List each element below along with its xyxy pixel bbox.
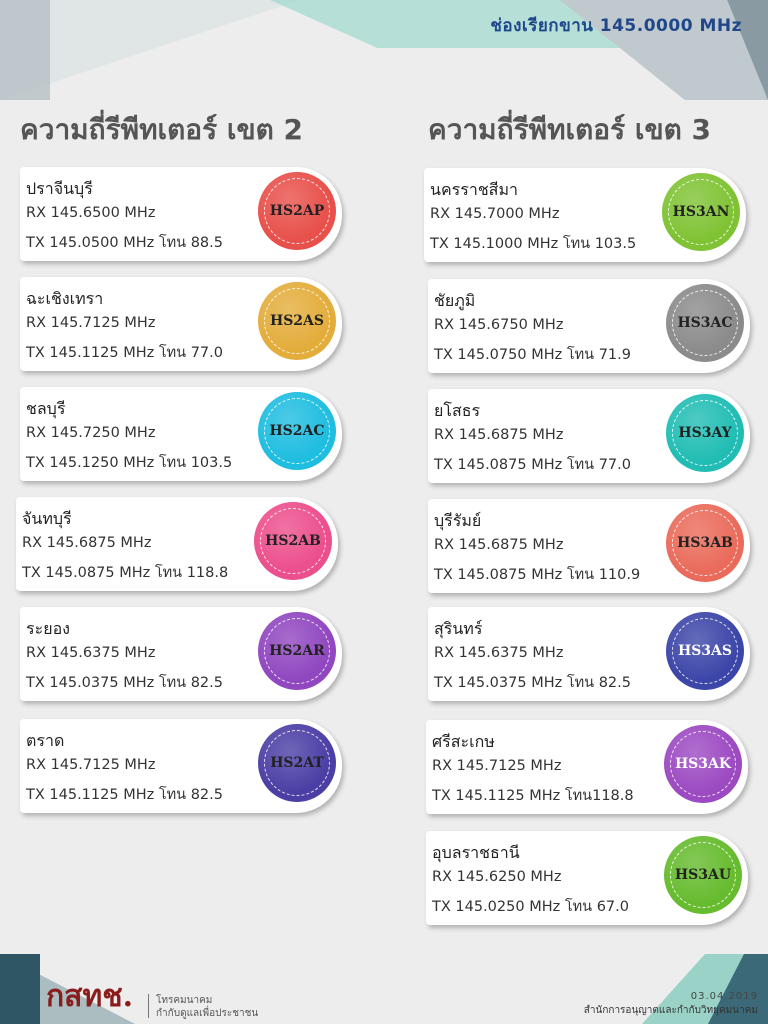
rx-frequency: RX 145.6500 MHz	[26, 205, 156, 221]
callsign-badge: HS2AS	[258, 282, 336, 360]
rx-frequency: RX 145.6250 MHz	[432, 869, 562, 885]
tx-frequency: TX 145.0875 MHz โทน 77.0	[434, 457, 631, 473]
repeater-card: อุบลราชธานี RX 145.6250 MHz TX 145.0250 …	[426, 831, 748, 925]
callsign-badge: HS3AB	[666, 504, 744, 582]
tx-frequency: TX 145.0875 MHz โทน 110.9	[434, 567, 641, 583]
callsign-badge: HS3AK	[664, 725, 742, 803]
location-name: ปราจีนบุรี	[26, 179, 93, 198]
location-name: ยโสธร	[434, 401, 481, 420]
repeater-card: ฉะเชิงเทรา RX 145.7125 MHz TX 145.1125 M…	[20, 277, 342, 371]
callsign: HS3AY	[678, 425, 732, 441]
callsign-badge: HS3AS	[666, 612, 744, 690]
callsign-badge: HS3AU	[664, 836, 742, 914]
callsign-badge: HS2AR	[258, 612, 336, 690]
location-name: บุรีรัมย์	[434, 511, 482, 530]
tx-frequency: TX 145.0375 MHz โทน 82.5	[26, 675, 223, 691]
repeater-card: ปราจีนบุรี RX 145.6500 MHz TX 145.0500 M…	[20, 167, 342, 261]
location-name: ระยอง	[26, 619, 70, 638]
callsign: HS3AU	[674, 867, 732, 883]
repeater-card: ศรีสะเกษ RX 145.7125 MHz TX 145.1125 MHz…	[426, 720, 748, 814]
tx-frequency: TX 145.1125 MHz โทน 77.0	[26, 345, 223, 361]
location-name: จันทบุรี	[22, 509, 72, 528]
callsign-badge: HS3AC	[666, 284, 744, 362]
callsign-badge: HS2AB	[254, 502, 332, 580]
tx-frequency: TX 145.0375 MHz โทน 82.5	[434, 675, 631, 691]
tx-frequency: TX 145.1125 MHz โทน118.8	[432, 788, 634, 804]
rx-frequency: RX 145.7250 MHz	[26, 425, 156, 441]
location-name: ศรีสะเกษ	[432, 732, 495, 751]
location-name: ชลบุรี	[26, 399, 66, 418]
repeater-card: จันทบุรี RX 145.6875 MHz TX 145.0875 MHz…	[16, 497, 338, 591]
publish-date: 03.04.2019	[690, 991, 758, 1002]
tx-frequency: TX 145.1250 MHz โทน 103.5	[26, 455, 233, 471]
rx-frequency: RX 145.7125 MHz	[26, 315, 156, 331]
callsign-badge: HS3AN	[662, 173, 740, 251]
callsign: HS3AC	[677, 315, 733, 331]
repeater-card: นครราชสีมา RX 145.7000 MHz TX 145.1000 M…	[424, 168, 746, 262]
rx-frequency: RX 145.6875 MHz	[434, 537, 564, 553]
location-name: นครราชสีมา	[430, 180, 518, 199]
callsign-badge: HS3AY	[666, 394, 744, 472]
repeater-card: สุรินทร์ RX 145.6375 MHz TX 145.0375 MHz…	[428, 607, 750, 701]
tagline: โทรคมนาคม กำกับดูแลเพื่อประชาชน	[156, 994, 258, 1020]
logo-divider	[148, 994, 149, 1018]
callsign: HS3AS	[677, 643, 733, 659]
callsign: HS2AB	[265, 533, 321, 549]
tx-frequency: TX 145.0875 MHz โทน 118.8	[22, 565, 229, 581]
repeater-card: ตราด RX 145.7125 MHz TX 145.1125 MHz โทน…	[20, 719, 342, 813]
callsign-badge: HS2AT	[258, 724, 336, 802]
callsign: HS2AR	[269, 643, 325, 659]
agency-name: สำนักการอนุญาตและกำกับวิทยุคมนาคม	[583, 1005, 758, 1016]
callsign: HS2AP	[269, 203, 325, 219]
tx-frequency: TX 145.0500 MHz โทน 88.5	[26, 235, 223, 251]
callsign: HS3AB	[677, 535, 733, 551]
rx-frequency: RX 145.6875 MHz	[434, 427, 564, 443]
zone3-title: ความถี่รีพีทเตอร์ เขต 3	[428, 113, 712, 146]
repeater-card: ระยอง RX 145.6375 MHz TX 145.0375 MHz โท…	[20, 607, 342, 701]
callsign-badge: HS2AP	[258, 172, 336, 250]
tx-frequency: TX 145.0750 MHz โทน 71.9	[434, 347, 631, 363]
tx-frequency: TX 145.1125 MHz โทน 82.5	[26, 787, 223, 803]
callsign: HS2AS	[269, 313, 325, 329]
callsign: HS2AT	[270, 755, 324, 771]
rx-frequency: RX 145.6375 MHz	[26, 645, 156, 661]
callsign: HS3AK	[674, 756, 732, 772]
zone2-title: ความถี่รีพีทเตอร์ เขต 2	[20, 113, 304, 146]
rx-frequency: RX 145.7125 MHz	[432, 758, 562, 774]
location-name: ตราด	[26, 731, 65, 750]
location-name: ชัยภูมิ	[434, 291, 476, 310]
repeater-card: ชัยภูมิ RX 145.6750 MHz TX 145.0750 MHz …	[428, 279, 750, 373]
rx-frequency: RX 145.6750 MHz	[434, 317, 564, 333]
calling-channel-title: ช่องเรียกขาน 145.0000 MHz	[490, 16, 742, 36]
repeater-card: ยโสธร RX 145.6875 MHz TX 145.0875 MHz โท…	[428, 389, 750, 483]
rx-frequency: RX 145.6875 MHz	[22, 535, 152, 551]
location-name: อุบลราชธานี	[432, 843, 520, 862]
tx-frequency: TX 145.0250 MHz โทน 67.0	[432, 899, 629, 915]
tx-frequency: TX 145.1000 MHz โทน 103.5	[430, 236, 637, 252]
repeater-card: บุรีรัมย์ RX 145.6875 MHz TX 145.0875 MH…	[428, 499, 750, 593]
nbtc-logo: กสทช.	[46, 979, 134, 1014]
repeater-card: ชลบุรี RX 145.7250 MHz TX 145.1250 MHz โ…	[20, 387, 342, 481]
footer: กสทช. โทรคมนาคม กำกับดูแลเพื่อประชาชน 03…	[0, 954, 768, 1024]
tagline-line2: กำกับดูแลเพื่อประชาชน	[156, 1008, 259, 1019]
header-decoration	[0, 0, 768, 100]
location-name: สุรินทร์	[434, 619, 483, 638]
rx-frequency: RX 145.7000 MHz	[430, 206, 560, 222]
callsign-badge: HS2AC	[258, 392, 336, 470]
callsign: HS3AN	[672, 204, 730, 220]
callsign: HS2AC	[269, 423, 325, 439]
rx-frequency: RX 145.6375 MHz	[434, 645, 564, 661]
rx-frequency: RX 145.7125 MHz	[26, 757, 156, 773]
location-name: ฉะเชิงเทรา	[26, 289, 104, 308]
tagline-line1: โทรคมนาคม	[156, 995, 213, 1006]
